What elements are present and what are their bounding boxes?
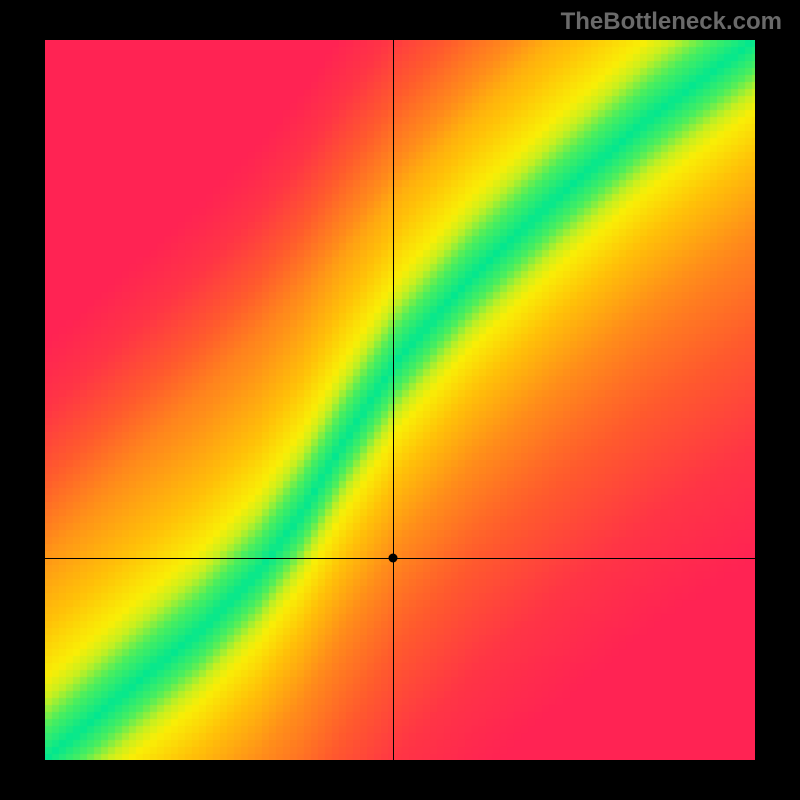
crosshair-horizontal [45,558,755,559]
crosshair-vertical [393,40,394,760]
chart-container: TheBottleneck.com [0,0,800,800]
data-point-marker [388,554,397,563]
watermark-text: TheBottleneck.com [561,8,782,36]
heatmap-canvas [45,40,755,760]
plot-area [45,40,755,760]
